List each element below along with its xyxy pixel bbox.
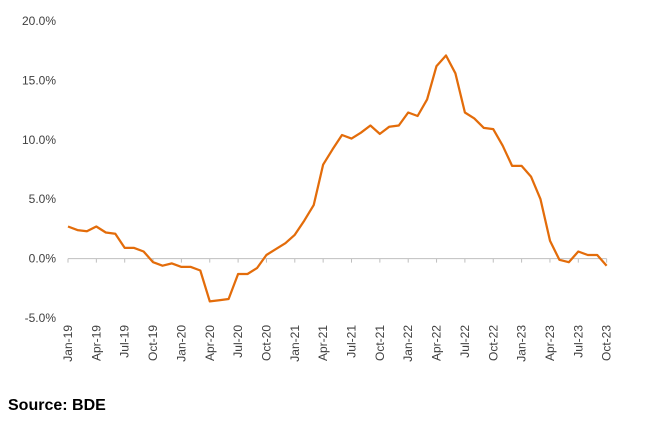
data-point <box>228 298 230 300</box>
data-point <box>162 265 164 267</box>
data-point <box>322 164 324 166</box>
x-tick-label: Oct-22 <box>486 325 500 361</box>
data-point <box>341 134 343 136</box>
data-point <box>577 250 579 252</box>
data-point <box>445 54 447 56</box>
line-chart: 20.0% 15.0% 10.0% 5.0% 0.0% -5.0% Jan-19 Apr-1… <box>22 14 614 362</box>
data-point <box>351 138 353 140</box>
x-axis-ticks: Jan-19 Apr-19 Jul-19 Oct-19 Jan-20 Apr-20 Jul-… <box>61 258 614 362</box>
data-point <box>369 125 371 127</box>
data-point <box>67 226 69 228</box>
data-point <box>256 267 258 269</box>
data-point <box>313 204 315 206</box>
x-tick-label: Jan-20 <box>174 325 188 362</box>
y-tick-label: 10.0% <box>22 133 56 147</box>
data-point <box>284 242 286 244</box>
data-point <box>426 98 428 100</box>
data-point <box>124 247 126 249</box>
data-point <box>218 299 220 301</box>
data-point <box>530 176 532 178</box>
data-point <box>407 111 409 113</box>
x-tick-label: Jan-22 <box>401 325 415 362</box>
data-point <box>86 230 88 232</box>
data-point <box>294 234 296 236</box>
data-point <box>199 269 201 271</box>
x-tick-label: Apr-20 <box>203 325 217 361</box>
data-point <box>209 300 211 302</box>
x-tick-label: Apr-19 <box>89 325 103 361</box>
x-tick-label: Apr-22 <box>430 325 444 361</box>
y-tick-label: 15.0% <box>22 73 56 87</box>
data-point <box>587 254 589 256</box>
data-point <box>454 72 456 74</box>
y-tick-label: 0.0% <box>29 252 57 266</box>
data-point <box>473 117 475 119</box>
data-point <box>558 259 560 261</box>
data-point <box>76 229 78 231</box>
data-point <box>379 133 381 135</box>
data-point <box>483 127 485 129</box>
data-point <box>114 233 116 235</box>
data-point <box>388 126 390 128</box>
data-point <box>549 240 551 242</box>
x-tick-label: Jul-23 <box>571 325 585 358</box>
x-tick-label: Jan-21 <box>288 325 302 362</box>
y-tick-label: -5.0% <box>25 311 57 325</box>
data-point <box>247 273 249 275</box>
data-point <box>360 132 362 134</box>
x-tick-label: Oct-21 <box>373 325 387 361</box>
data-point <box>152 261 154 263</box>
data-point <box>606 265 608 267</box>
y-tick-label: 5.0% <box>29 192 57 206</box>
x-tick-label: Apr-21 <box>316 325 330 361</box>
data-point <box>511 165 513 167</box>
data-point <box>398 125 400 127</box>
x-tick-label: Jul-20 <box>231 325 245 358</box>
data-point <box>464 111 466 113</box>
x-tick-label: Jul-22 <box>458 325 472 358</box>
data-point <box>540 198 542 200</box>
data-point <box>143 250 145 252</box>
data-point <box>133 247 135 249</box>
series-line <box>67 54 608 303</box>
x-tick-label: Apr-23 <box>543 325 557 361</box>
data-point <box>275 248 277 250</box>
x-tick-label: Oct-20 <box>259 325 273 361</box>
source-note: Source: BDE <box>8 397 106 414</box>
y-tick-label: 20.0% <box>22 14 56 28</box>
x-tick-label: Oct-19 <box>146 325 160 361</box>
data-point <box>492 128 494 130</box>
x-tick-label: Jul-19 <box>118 325 132 358</box>
data-point <box>596 254 598 256</box>
x-tick-label: Jan-19 <box>61 325 75 362</box>
data-point <box>436 65 438 67</box>
data-point <box>521 165 523 167</box>
data-point <box>180 266 182 268</box>
data-point <box>568 261 570 263</box>
x-tick-label: Oct-23 <box>600 325 614 361</box>
y-axis-ticks: 20.0% 15.0% 10.0% 5.0% 0.0% -5.0% <box>22 14 56 325</box>
data-point <box>332 148 334 150</box>
data-point <box>171 262 173 264</box>
data-point <box>417 115 419 117</box>
data-point <box>502 145 504 147</box>
x-tick-label: Jan-23 <box>515 325 529 362</box>
series-layer <box>67 54 608 303</box>
data-point <box>95 226 97 228</box>
data-point <box>190 266 192 268</box>
data-point <box>303 220 305 222</box>
data-point <box>105 231 107 233</box>
data-point <box>265 254 267 256</box>
x-tick-label: Jul-21 <box>345 325 359 358</box>
data-point <box>237 273 239 275</box>
